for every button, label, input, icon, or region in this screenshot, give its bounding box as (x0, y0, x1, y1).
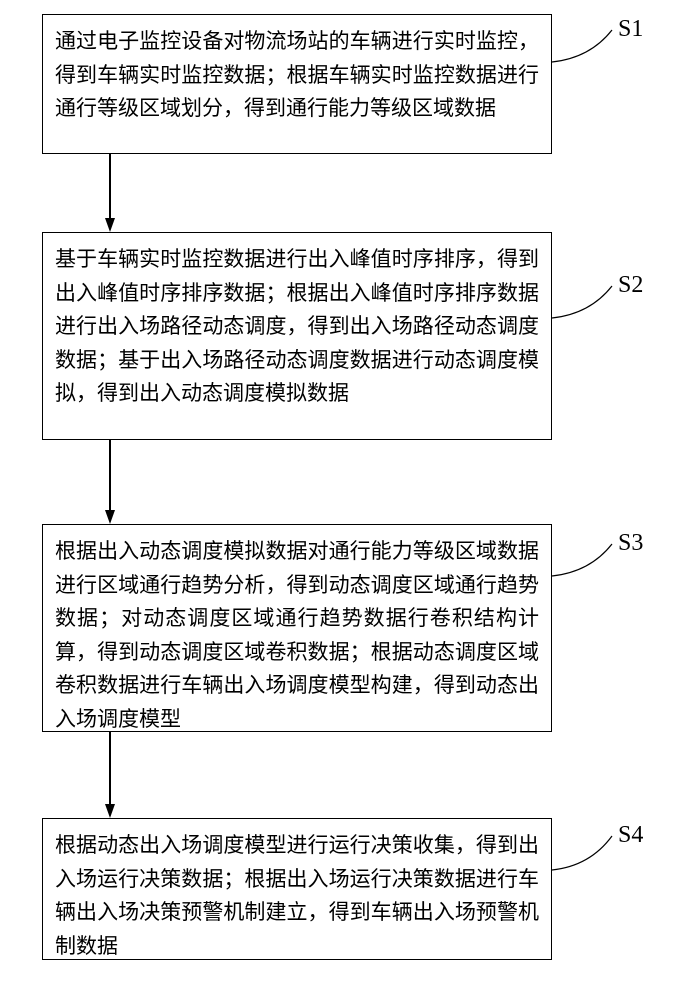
flow-step-s4-text: 根据动态出入场调度模型进行运行决策收集，得到出入场运行决策数据；根据出入场运行决… (55, 829, 539, 963)
flow-step-s4-label: S4 (618, 822, 643, 849)
flow-step-s3: 根据出入动态调度模拟数据对通行能力等级区域数据进行区域通行趋势分析，得到动态调度… (42, 524, 552, 732)
flow-step-s2-label: S2 (618, 272, 643, 299)
flow-step-s3-text: 根据出入动态调度模拟数据对通行能力等级区域数据进行区域通行趋势分析，得到动态调度… (55, 535, 539, 737)
flowchart-canvas: 通过电子监控设备对物流场站的车辆进行实时监控，得到车辆实时监控数据；根据车辆实时… (0, 0, 697, 1000)
flow-step-s1-text: 通过电子监控设备对物流场站的车辆进行实时监控，得到车辆实时监控数据；根据车辆实时… (55, 25, 539, 126)
flow-step-s4: 根据动态出入场调度模型进行运行决策收集，得到出入场运行决策数据；根据出入场运行决… (42, 818, 552, 960)
flow-step-s1-label: S1 (618, 16, 643, 43)
flow-step-s1: 通过电子监控设备对物流场站的车辆进行实时监控，得到车辆实时监控数据；根据车辆实时… (42, 14, 552, 154)
flow-step-s2: 基于车辆实时监控数据进行出入峰值时序排序，得到出入峰值时序排序数据；根据出入峰值… (42, 232, 552, 440)
flow-step-s3-label: S3 (618, 530, 643, 557)
flow-step-s2-text: 基于车辆实时监控数据进行出入峰值时序排序，得到出入峰值时序排序数据；根据出入峰值… (55, 243, 539, 411)
